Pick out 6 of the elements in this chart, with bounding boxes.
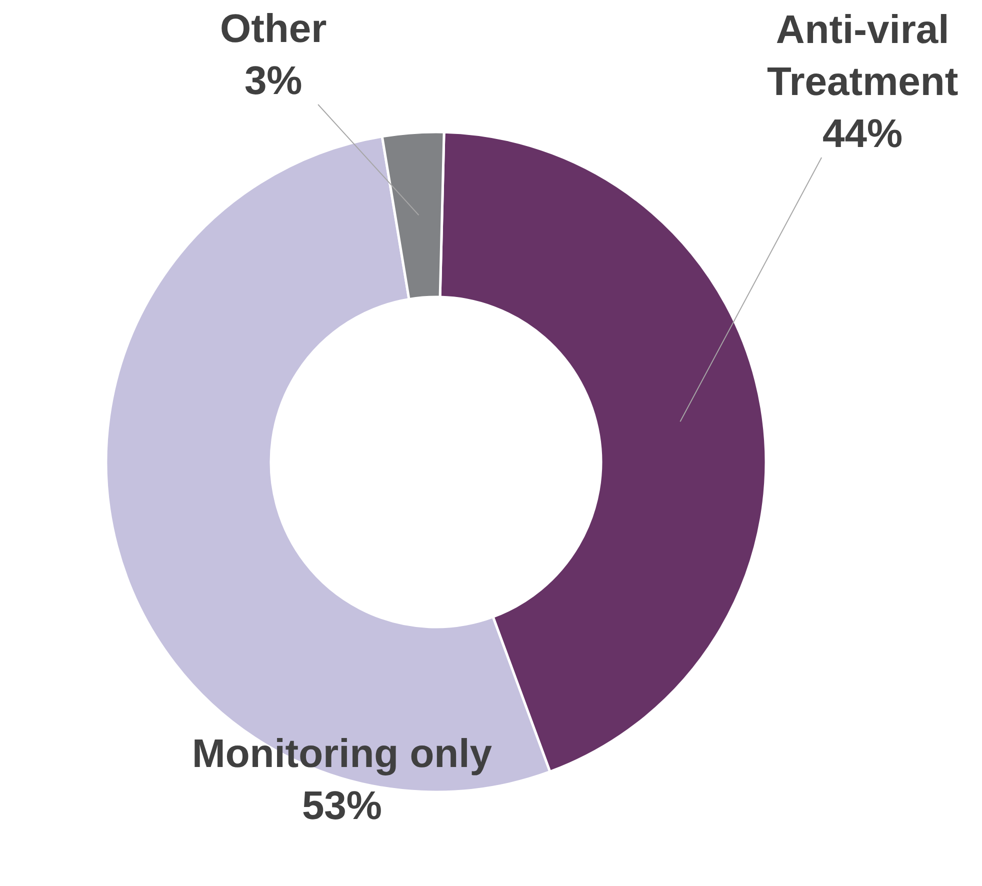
slice-label: Anti-viral Treatment [767, 8, 958, 104]
data-label: 44% [822, 112, 903, 156]
data-label: 53% [302, 784, 382, 828]
data-label: 3% [244, 59, 302, 103]
slice-label: Other [220, 7, 327, 51]
slice-label: Monitoring only [192, 732, 493, 776]
